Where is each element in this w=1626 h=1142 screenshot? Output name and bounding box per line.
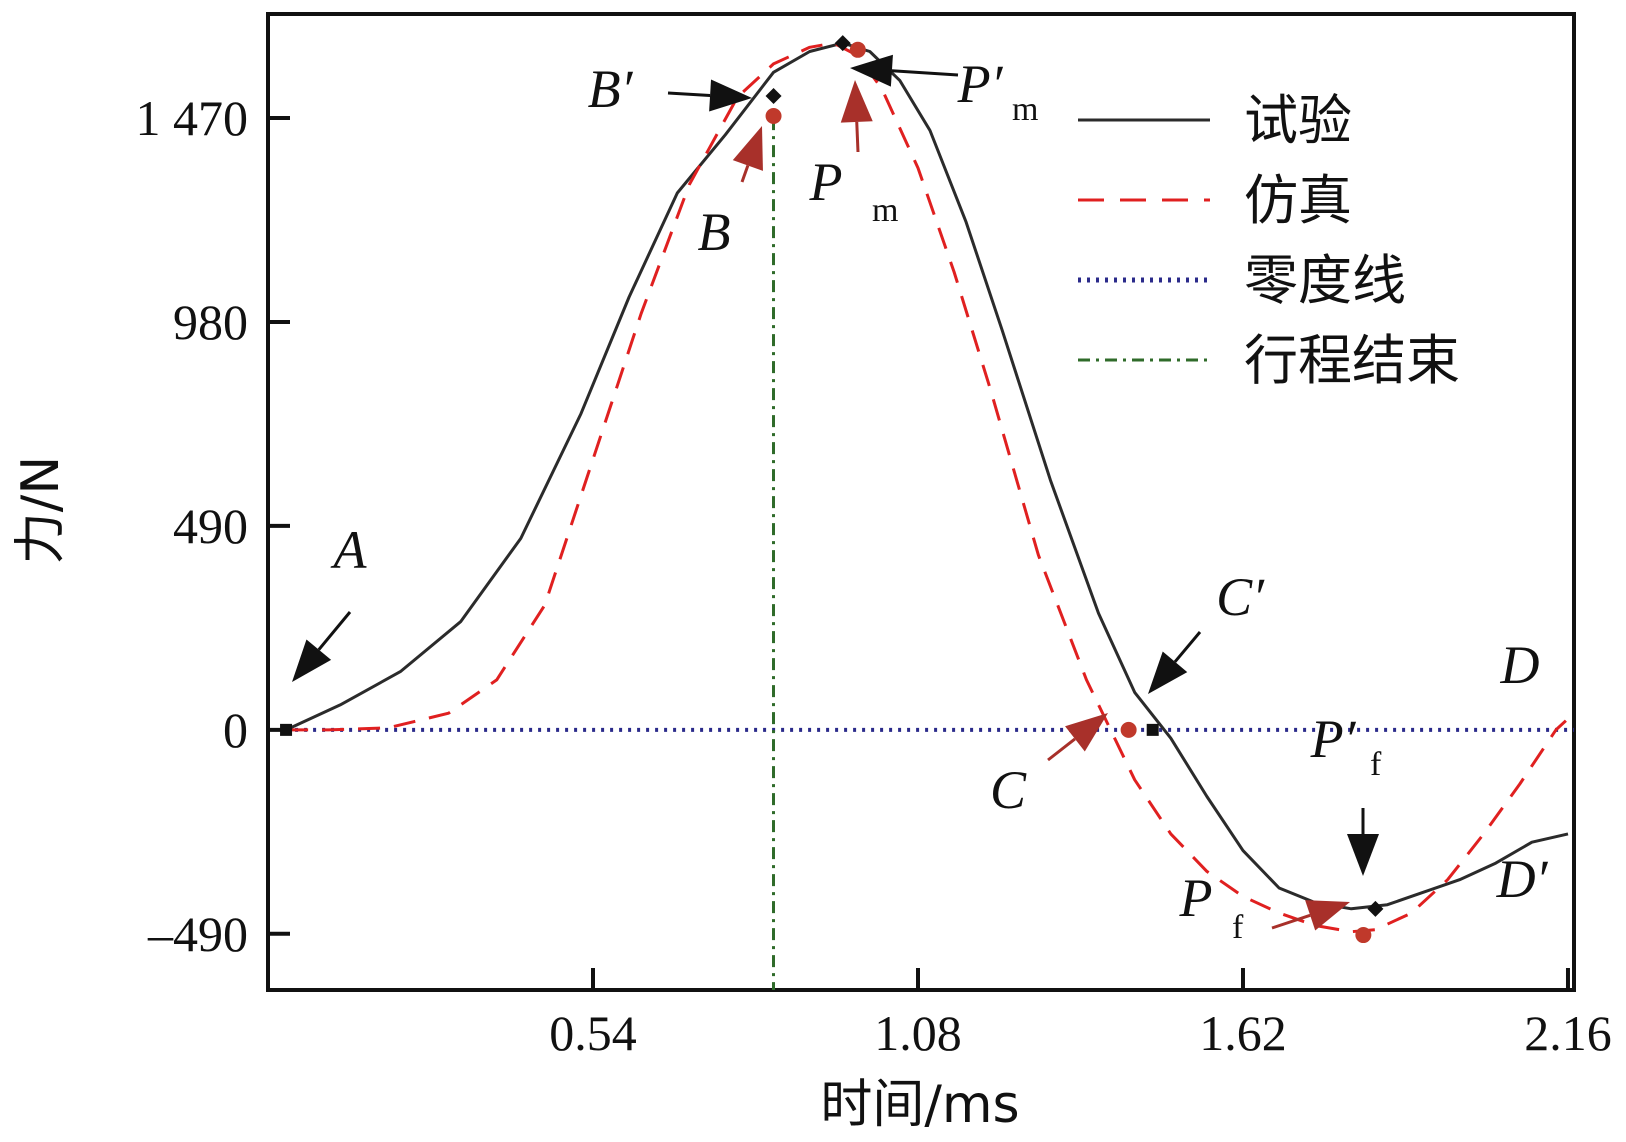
ticks-layer: 0.54 1.08 1.62 2.16 1 470 980 490 0 –490 [136,90,1612,1061]
point-P-f-subscript: f [1232,909,1244,946]
callout-arrow-shaft [1271,913,1311,930]
point-B-marker [765,107,782,124]
series-line-仿真 [286,41,1576,934]
point-B-label: B [698,202,731,262]
point-C-label: C [990,760,1027,820]
x-tick-label: 0.54 [549,1005,637,1061]
callout-arrow-shaft [1047,737,1076,762]
callout-arrow-head [850,54,893,87]
callout-arrow-head [1065,713,1108,752]
plot-area [266,12,1576,992]
point-P-prime-m-label: P′ [957,54,1004,114]
callout-arrow-head [732,126,763,171]
y-tick-label: 980 [173,294,248,350]
y-tick-label: 1 470 [136,90,249,146]
point-P-m-label: P [809,152,843,212]
point-A-label: A [331,520,368,580]
point-P-prime-m-marker [834,35,851,52]
point-P-f-label: P [1179,868,1213,928]
callout-arrow-head [292,639,332,682]
point-P-f-marker [1355,927,1372,944]
callout-arrow-shaft [1173,631,1202,663]
point-P-prime-f-label: P′ [1310,709,1357,769]
y-tick-label: –490 [147,906,248,962]
point-A-marker [280,723,293,736]
legend-label-零度线: 零度线 [1244,249,1406,312]
point-C-marker [1120,721,1137,738]
callout-arrow-shaft [317,611,352,651]
point-P-prime-f-subscript: f [1370,746,1382,783]
annotation-layer: AB′BP′ mP mC′CP′ fP fDD′ [280,35,1549,946]
y-tick-label: 0 [223,702,248,758]
point-B-prime-marker [765,87,782,104]
callout-arrow-head [1148,651,1188,694]
legend-label-仿真: 仿真 [1244,169,1352,232]
callout-arrow-shaft [740,165,750,183]
callout-arrow-head [709,79,752,112]
y-tick-label: 490 [173,498,248,554]
point-P-prime-m-subscript: m [1012,91,1038,128]
legend-label-试验: 试验 [1244,89,1352,152]
callout-arrow-head [1305,900,1350,931]
x-axis-title: 时间/ms [820,1075,1019,1135]
callout-arrow-head [840,80,873,123]
point-B-prime-label: B′ [588,59,634,119]
series-layer [285,41,1576,990]
point-D-label: D [1500,635,1540,695]
callout-arrow-shaft [667,91,711,98]
point-P-m-subscript: m [872,192,898,229]
callout-arrow-shaft [855,121,860,153]
point-C-prime-label: C′ [1216,567,1265,627]
callout-arrow-shaft [891,69,959,77]
x-tick-label: 1.62 [1199,1005,1287,1061]
legend-label-行程结束: 行程结束 [1244,329,1460,392]
point-P-prime-f-marker [1367,900,1384,917]
point-C-prime-marker [1146,723,1159,736]
point-P-m-marker [849,41,866,58]
callout-arrow-head [1347,834,1379,876]
x-tick-label: 1.08 [874,1005,962,1061]
series-line-试验 [285,41,1569,911]
x-tick-label: 2.16 [1524,1005,1612,1061]
point-D-prime-label: D′ [1496,849,1549,909]
y-axis-title: 力/N [11,456,71,564]
